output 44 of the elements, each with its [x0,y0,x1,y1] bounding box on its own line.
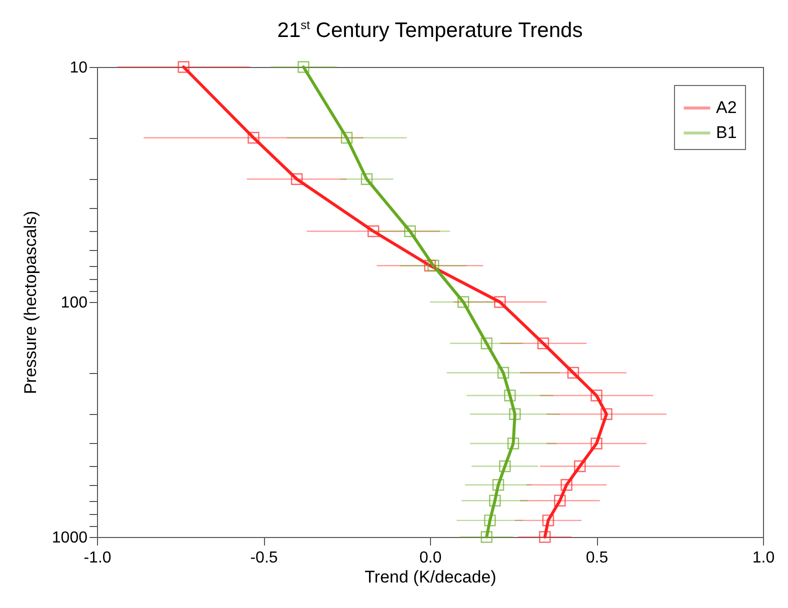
point [248,132,260,144]
y-axis-title: Pressure (hectopascals) [20,210,40,394]
point [560,479,572,491]
legend-label: A2 [716,98,737,117]
point [567,366,580,379]
point [537,338,550,350]
point [600,408,612,420]
point [492,479,504,491]
x-tick-label: 1.0 [752,550,775,566]
x-tick-label: -0.5 [250,550,278,566]
point [542,514,554,526]
point [494,296,506,308]
point [360,173,373,185]
point [509,408,521,420]
point [340,132,353,144]
point [590,390,602,402]
point [497,366,510,379]
x-tick-label: 0.5 [586,550,608,566]
point [178,61,190,73]
point [554,494,566,506]
y-tick-label: 100 [60,294,88,312]
x-tick-label: -1.0 [84,550,112,566]
point [427,260,440,272]
point [539,531,551,543]
y-tick-label: 10 [70,60,88,76]
point [368,225,380,238]
x-tick-label: 0.0 [419,550,442,566]
legend-label: B1 [716,123,737,142]
point [484,514,496,526]
point [590,438,602,450]
chart-title: 21$^{st}$ Century Temperature Trends [276,18,584,43]
point [457,296,470,308]
point [290,173,303,185]
point [480,338,492,350]
point [574,460,586,472]
point [499,460,511,472]
point [507,438,520,450]
point [489,494,501,506]
point [298,61,310,73]
y-tick-label: 1000 [52,530,88,546]
point [404,225,416,238]
point [504,390,516,402]
x-axis-title: Trend (K/decade) [364,568,496,586]
point [480,531,492,543]
